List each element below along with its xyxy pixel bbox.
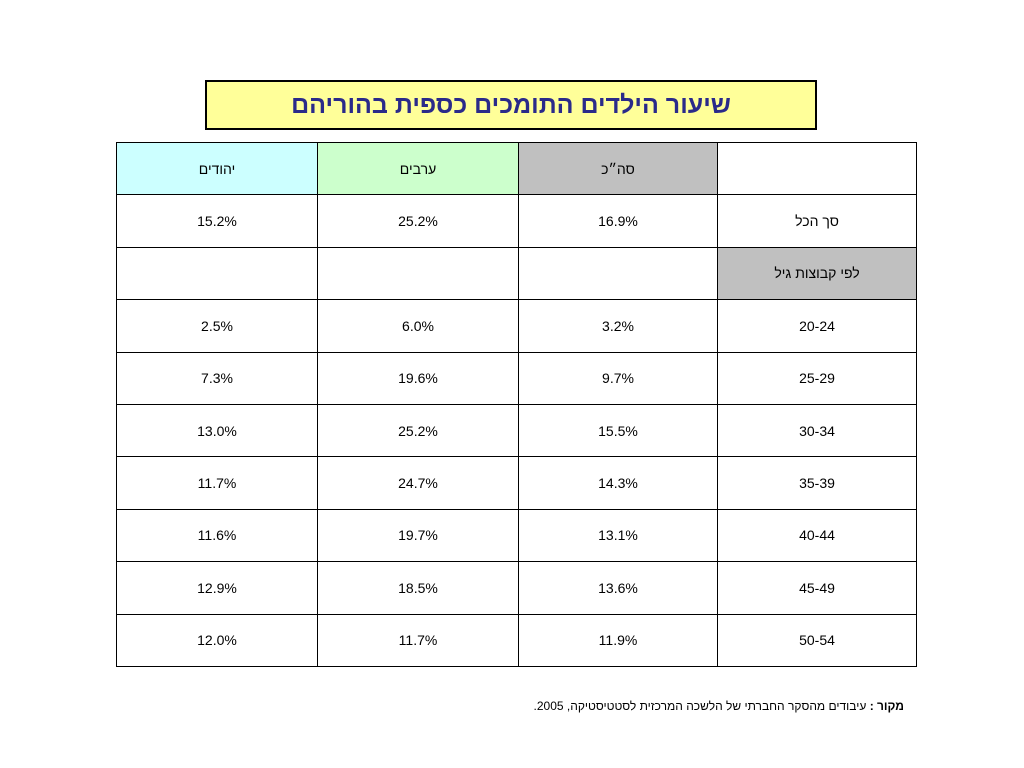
- age-group-label: 25-29: [717, 351, 917, 405]
- total-row-arabs: 25.2%: [317, 194, 519, 248]
- header-jews: יהודים: [116, 141, 318, 196]
- value-arabs: 19.7%: [317, 508, 519, 563]
- source-label: מקור :: [869, 699, 904, 713]
- statistics-table: סה״כ ערבים יהודים סך הכל 16.9% 25.2% 15.…: [116, 141, 917, 667]
- section-empty-cell: [518, 246, 718, 301]
- total-row: סך הכל 16.9% 25.2% 15.2%: [116, 194, 917, 248]
- table-row: 20-24 3.2% 6.0% 2.5%: [116, 299, 917, 353]
- header-row: סה״כ ערבים יהודים: [116, 141, 917, 196]
- value-jews: 11.6%: [116, 508, 318, 563]
- section-row: לפי קבוצות גיל: [116, 246, 917, 301]
- value-arabs: 18.5%: [317, 561, 519, 615]
- header-label-cell: [717, 141, 917, 196]
- value-jews: 2.5%: [116, 299, 318, 353]
- title-box: שיעור הילדים התומכים כספית בהוריהם: [205, 80, 817, 130]
- age-group-label: 30-34: [717, 403, 917, 458]
- age-group-label: 20-24: [717, 299, 917, 353]
- table-row: 35-39 14.3% 24.7% 11.7%: [116, 456, 917, 510]
- value-jews: 7.3%: [116, 351, 318, 405]
- value-jews: 12.9%: [116, 561, 318, 615]
- value-jews: 13.0%: [116, 403, 318, 458]
- source-text: עיבודים מהסקר החברתי של הלשכה המרכזית לס…: [533, 699, 867, 713]
- section-label: לפי קבוצות גיל: [717, 246, 917, 301]
- value-total: 9.7%: [518, 351, 718, 405]
- source-note: מקור : עיבודים מהסקר החברתי של הלשכה המר…: [534, 699, 904, 713]
- table-row: 25-29 9.7% 19.6% 7.3%: [116, 351, 917, 405]
- table-row: 45-49 13.6% 18.5% 12.9%: [116, 561, 917, 615]
- header-arabs: ערבים: [317, 141, 519, 196]
- value-arabs: 25.2%: [317, 403, 519, 458]
- value-jews: 11.7%: [116, 456, 318, 510]
- value-total: 13.1%: [518, 508, 718, 563]
- age-group-label: 40-44: [717, 508, 917, 563]
- table-row: 40-44 13.1% 19.7% 11.6%: [116, 508, 917, 563]
- value-arabs: 19.6%: [317, 351, 519, 405]
- value-total: 11.9%: [518, 613, 718, 667]
- page-title: שיעור הילדים התומכים כספית בהוריהם: [291, 90, 731, 119]
- section-empty-cell: [317, 246, 519, 301]
- value-arabs: 24.7%: [317, 456, 519, 510]
- total-row-label: סך הכל: [717, 194, 917, 248]
- value-total: 15.5%: [518, 403, 718, 458]
- value-total: 13.6%: [518, 561, 718, 615]
- age-group-label: 35-39: [717, 456, 917, 510]
- age-group-label: 50-54: [717, 613, 917, 667]
- value-jews: 12.0%: [116, 613, 318, 667]
- table-row: 50-54 11.9% 11.7% 12.0%: [116, 613, 917, 667]
- total-row-jews: 15.2%: [116, 194, 318, 248]
- value-total: 14.3%: [518, 456, 718, 510]
- total-row-total: 16.9%: [518, 194, 718, 248]
- section-empty-cell: [116, 246, 318, 301]
- value-arabs: 6.0%: [317, 299, 519, 353]
- age-group-label: 45-49: [717, 561, 917, 615]
- table-row: 30-34 15.5% 25.2% 13.0%: [116, 403, 917, 458]
- value-total: 3.2%: [518, 299, 718, 353]
- header-total: סה״כ: [518, 141, 718, 196]
- value-arabs: 11.7%: [317, 613, 519, 667]
